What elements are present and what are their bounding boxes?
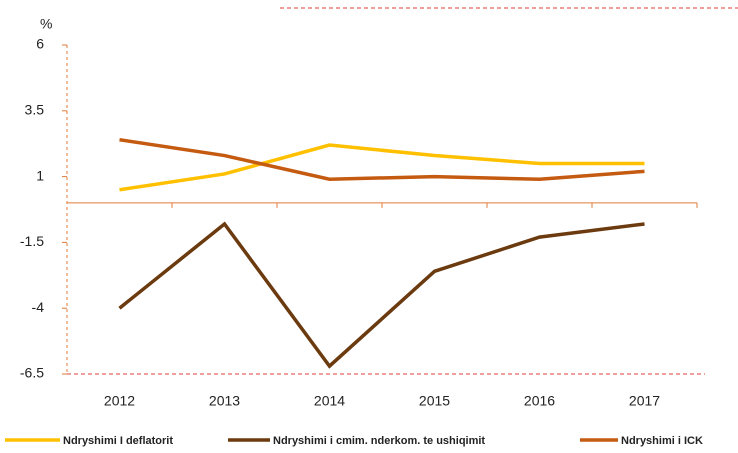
legend-label: Ndryshimi I deflatorit (63, 435, 173, 447)
y-tick-label: 1 (36, 167, 44, 183)
x-tick-label: 2013 (209, 393, 240, 409)
line-series (118, 221, 645, 369)
line-series (119, 138, 645, 181)
x-tick-label: 2015 (419, 393, 450, 409)
x-tick-label: 2014 (314, 393, 345, 409)
legend-label: Ndryshimi i cmim. nderkom. te ushiqimit (273, 435, 485, 447)
y-axis-label: % (40, 16, 52, 32)
x-tick-label: 2017 (629, 393, 660, 409)
x-tick-label: 2016 (524, 393, 555, 409)
line-series (119, 143, 645, 192)
y-tick-label: -6.5 (20, 365, 44, 381)
y-tick-label: -1.5 (20, 233, 44, 249)
y-tick-label: 6 (36, 36, 44, 52)
y-tick-label: 3.5 (25, 102, 45, 118)
y-tick-label: -4 (32, 299, 45, 315)
x-tick-label: 2012 (104, 393, 135, 409)
legend-label: Ndryshimi i ICK (621, 435, 703, 447)
